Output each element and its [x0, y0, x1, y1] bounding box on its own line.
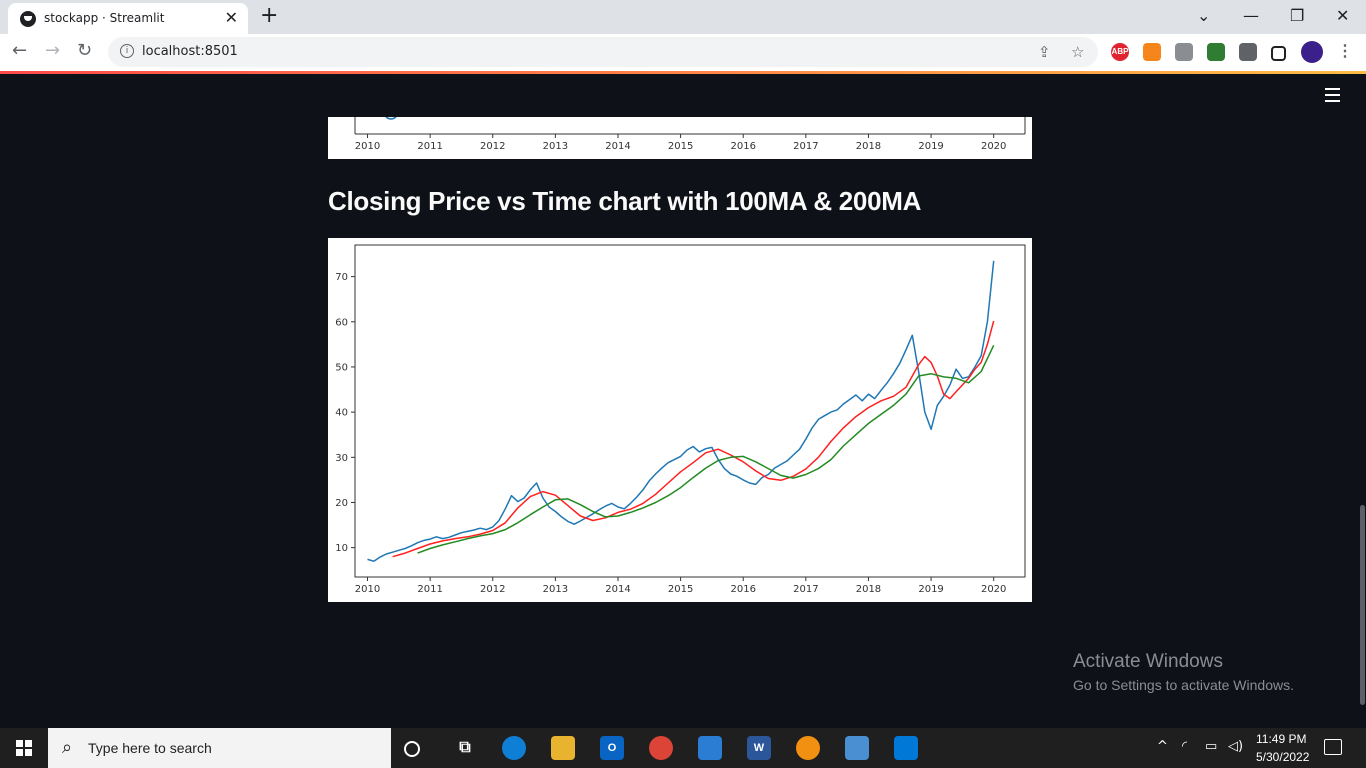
share-icon[interactable]: ⇪ [1038, 43, 1051, 61]
windows-start-icon[interactable] [16, 740, 32, 756]
ma-chart-figure: 2010 2011 2012 2013 2014 2015 2016 2017 2018 2019… [328, 238, 1032, 602]
wifi-icon[interactable]: ◜ [1182, 739, 1188, 754]
prev-x-tick-label: 2014 [605, 141, 630, 152]
prev-x-tick-label: 2018 [856, 141, 881, 152]
file-explorer-icon[interactable] [551, 736, 575, 760]
x-tick-label: 2020 [981, 584, 1006, 595]
activate-windows-title: Activate Windows [1073, 651, 1223, 672]
x-tick-label: 2017 [793, 584, 818, 595]
volume-icon[interactable]: ◁) [1228, 739, 1244, 754]
y-tick-label: 50 [335, 362, 348, 373]
x-tick-label: 2011 [417, 584, 442, 595]
prev-x-tick-label: 2020 [981, 141, 1006, 152]
tab-strip: stockapp · Streamlit ✕ + ⌄ — ❐ ✕ [0, 0, 1366, 34]
vscode-icon[interactable] [894, 736, 918, 760]
search-icon: ⌕ [62, 737, 73, 758]
x-tick-label: 2018 [856, 584, 881, 595]
tab-close-icon[interactable]: ✕ [224, 8, 238, 27]
word-icon[interactable]: W [747, 736, 771, 760]
back-arrow-icon[interactable]: ← [12, 40, 28, 61]
y-tick-label: 70 [335, 272, 348, 283]
prev-chart-line-fragment [385, 117, 397, 120]
streamlit-header-decoration [0, 71, 1366, 74]
tab-search-icon[interactable]: ⌄ [1197, 6, 1211, 25]
side-panel-icon[interactable] [1271, 46, 1286, 61]
plot-frame [354, 244, 1026, 578]
outlook-icon[interactable]: O [600, 736, 624, 760]
previous-chart-figure: 2010 2011 2012 2013 2014 2015 2016 2017 2018 2019… [328, 117, 1032, 159]
prev-x-tick-label: 2015 [668, 141, 693, 152]
x-tick-label: 2015 [668, 584, 693, 595]
browser-menu-icon[interactable]: ⋮ [1337, 43, 1353, 60]
clock-date[interactable]: 5/30/2022 [1256, 750, 1310, 764]
prev-x-tick-label: 2013 [543, 141, 568, 152]
bookmark-star-icon[interactable]: ☆ [1071, 43, 1085, 61]
adblock-extension-icon[interactable]: ABP [1111, 43, 1129, 61]
prev-x-tick-label: 2010 [355, 141, 380, 152]
prev-x-tick-label: 2016 [730, 141, 755, 152]
chrome-icon[interactable] [649, 736, 673, 760]
y-tick-label: 60 [335, 317, 348, 328]
extensions-puzzle-icon[interactable] [1239, 43, 1257, 61]
x-tick-label: 2012 [480, 584, 505, 595]
prev-x-tick-label: 2019 [918, 141, 943, 152]
url-text[interactable]: localhost:8501 [142, 44, 238, 59]
search-placeholder: Type here to search [88, 740, 212, 756]
previous-chart-svg: 2010 2011 2012 2013 2014 2015 2016 2017 2018 2019… [354, 117, 1026, 152]
x-tick-label: 2014 [605, 584, 630, 595]
ma200-line [417, 344, 995, 554]
chart-heading: Closing Price vs Time chart with 100MA &… [328, 186, 922, 216]
streamlit-favicon-icon [20, 11, 36, 27]
x-tick-label: 2013 [543, 584, 568, 595]
site-info-icon[interactable]: i [120, 44, 134, 58]
forward-arrow-icon[interactable]: → [45, 40, 61, 61]
calendar-extension-icon[interactable] [1207, 43, 1225, 61]
browser-tab[interactable]: stockapp · Streamlit ✕ [8, 3, 248, 34]
browser-toolbar: ← → ↻ i localhost:8501 ⇪ ☆ [0, 34, 1366, 71]
battery-icon[interactable]: ▭ [1205, 739, 1218, 754]
notifications-icon[interactable] [1324, 739, 1342, 755]
x-tick-label: 2019 [918, 584, 943, 595]
y-tick-label: 40 [335, 408, 348, 419]
cortana-icon[interactable] [404, 741, 420, 757]
close-window-button[interactable]: ✕ [1336, 6, 1350, 25]
profile-avatar[interactable] [1301, 41, 1323, 63]
fl-studio-icon[interactable] [796, 736, 820, 760]
y-tick-label: 20 [335, 498, 348, 509]
new-tab-button[interactable]: + [260, 3, 279, 28]
edge-browser-icon[interactable] [502, 736, 526, 760]
camera-extension-icon[interactable] [1175, 43, 1193, 61]
minimize-button[interactable]: — [1243, 6, 1259, 25]
prev-x-tick-label: 2012 [480, 141, 505, 152]
microsoft-store-icon[interactable] [698, 736, 722, 760]
y-tick-label: 10 [335, 543, 348, 554]
x-tick-label: 2010 [355, 584, 380, 595]
metamask-extension-icon[interactable] [1143, 43, 1161, 61]
restore-button[interactable]: ❐ [1290, 6, 1305, 25]
y-tick-label: 30 [335, 453, 348, 464]
address-bar[interactable]: i localhost:8501 ⇪ ☆ [108, 37, 1098, 67]
taskbar-search-box[interactable]: ⌕ Type here to search [48, 728, 391, 768]
prev-x-tick-label: 2011 [417, 141, 442, 152]
tab-title: stockapp · Streamlit [44, 11, 165, 25]
prev-x-tick-label: 2017 [793, 141, 818, 152]
x-tick-label: 2016 [730, 584, 755, 595]
hamburger-menu-icon[interactable] [1325, 88, 1340, 102]
remote-desktop-icon[interactable] [845, 736, 869, 760]
reload-icon[interactable]: ↻ [77, 40, 93, 61]
windows-taskbar: ⌕ Type here to search ⧉ O W ^ ◜ ▭ ◁) 11:… [0, 728, 1366, 768]
page-scrollbar[interactable] [1360, 505, 1365, 705]
closing-price-line [367, 260, 995, 562]
activate-windows-subtitle: Go to Settings to activate Windows. [1073, 677, 1294, 693]
task-view-icon[interactable]: ⧉ [459, 739, 471, 756]
tray-chevron-up-icon[interactable]: ^ [1157, 739, 1168, 754]
ma-chart-svg: 2010 2011 2012 2013 2014 2015 2016 2017 2018 2019… [335, 244, 1026, 595]
clock-time[interactable]: 11:49 PM [1256, 732, 1307, 746]
